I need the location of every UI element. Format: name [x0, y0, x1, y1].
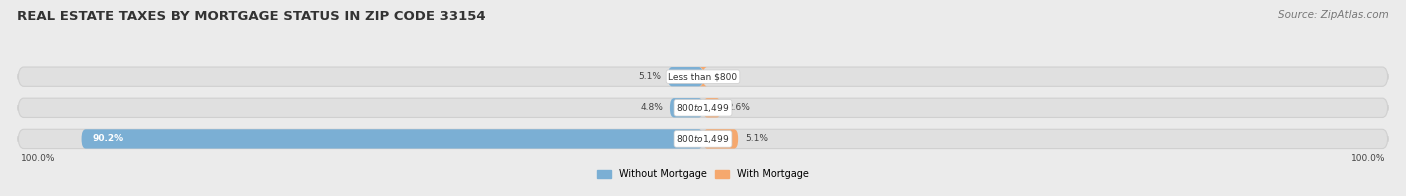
FancyBboxPatch shape: [703, 98, 721, 117]
Text: Source: ZipAtlas.com: Source: ZipAtlas.com: [1278, 10, 1389, 20]
Text: 0.07%: 0.07%: [710, 72, 740, 81]
Text: 100.0%: 100.0%: [21, 154, 55, 163]
FancyBboxPatch shape: [18, 98, 1388, 117]
FancyBboxPatch shape: [703, 129, 738, 149]
Text: 100.0%: 100.0%: [1351, 154, 1385, 163]
Text: Less than $800: Less than $800: [668, 72, 738, 81]
FancyBboxPatch shape: [82, 129, 703, 149]
Text: $800 to $1,499: $800 to $1,499: [676, 133, 730, 145]
Text: REAL ESTATE TAXES BY MORTGAGE STATUS IN ZIP CODE 33154: REAL ESTATE TAXES BY MORTGAGE STATUS IN …: [17, 10, 485, 23]
FancyBboxPatch shape: [18, 129, 1388, 149]
Text: 90.2%: 90.2%: [93, 134, 124, 143]
Legend: Without Mortgage, With Mortgage: Without Mortgage, With Mortgage: [598, 169, 808, 179]
Text: 5.1%: 5.1%: [745, 134, 768, 143]
FancyBboxPatch shape: [18, 67, 1388, 86]
FancyBboxPatch shape: [669, 98, 703, 117]
Text: $800 to $1,499: $800 to $1,499: [676, 102, 730, 114]
Text: 2.6%: 2.6%: [728, 103, 751, 112]
FancyBboxPatch shape: [668, 67, 703, 86]
Text: 4.8%: 4.8%: [640, 103, 664, 112]
FancyBboxPatch shape: [699, 67, 707, 86]
Text: 5.1%: 5.1%: [638, 72, 661, 81]
